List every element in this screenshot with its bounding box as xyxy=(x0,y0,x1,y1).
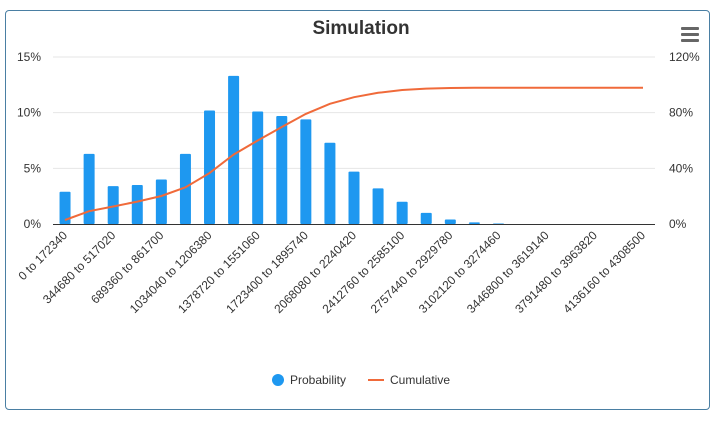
probability-bar xyxy=(276,116,288,224)
hamburger-menu-icon[interactable] xyxy=(681,27,699,43)
y-right-tick-label: 40% xyxy=(669,161,693,175)
y-left-tick-label: 10% xyxy=(17,106,41,120)
probability-bar xyxy=(396,201,408,224)
x-tick-label: 1034040 to 1206380 xyxy=(127,228,215,316)
probability-bar xyxy=(59,191,71,224)
probability-bar xyxy=(372,188,384,224)
probability-bar xyxy=(324,142,336,224)
probability-bar xyxy=(252,111,264,224)
x-tick-label: 2068080 to 2240420 xyxy=(271,228,359,316)
probability-bar xyxy=(228,75,240,224)
x-tick-label: 4136160 to 4308500 xyxy=(560,228,648,316)
legend-item-cumulative[interactable]: Cumulative xyxy=(368,373,450,387)
legend-item-probability[interactable]: Probability xyxy=(271,373,346,387)
x-tick-label: 2757440 to 2929780 xyxy=(368,228,456,316)
probability-bar xyxy=(83,153,95,224)
probability-bar xyxy=(420,212,432,224)
probability-bar xyxy=(107,186,119,224)
legend-cumulative-label: Cumulative xyxy=(390,373,451,387)
cumulative-line xyxy=(64,86,643,221)
probability-bar xyxy=(155,179,167,224)
y-right-tick-label: 0% xyxy=(669,217,687,231)
y-left-tick-label: 15% xyxy=(17,50,41,64)
probability-bar xyxy=(468,222,480,224)
probability-bar xyxy=(131,185,143,224)
probability-bar xyxy=(492,223,504,224)
probability-bar xyxy=(179,153,191,224)
y-right-tick-label: 120% xyxy=(669,50,700,64)
y-right-tick-label: 80% xyxy=(669,106,693,120)
probability-bar xyxy=(204,110,216,224)
x-tick-label: 3102120 to 3274460 xyxy=(416,228,504,316)
x-tick-label: 1723400 to 1895740 xyxy=(223,228,311,316)
probability-bar xyxy=(444,219,456,224)
y-left-tick-label: 0% xyxy=(24,217,42,231)
legend-probability-label: Probability xyxy=(289,373,346,387)
y-left-tick-label: 5% xyxy=(24,161,42,175)
x-tick-label: 3791480 to 3963820 xyxy=(512,228,600,316)
x-tick-label: 3446800 to 3619140 xyxy=(464,228,552,316)
probability-bar xyxy=(300,119,312,224)
x-tick-label: 2412760 to 2585100 xyxy=(320,228,408,316)
legend: Probability Cumulative xyxy=(0,373,722,387)
x-tick-label: 1378720 to 1551060 xyxy=(175,228,263,316)
legend-probability-marker xyxy=(271,374,284,386)
chart-title: Simulation xyxy=(312,18,410,39)
probability-bar xyxy=(348,171,360,224)
legend-cumulative-marker xyxy=(368,379,384,381)
